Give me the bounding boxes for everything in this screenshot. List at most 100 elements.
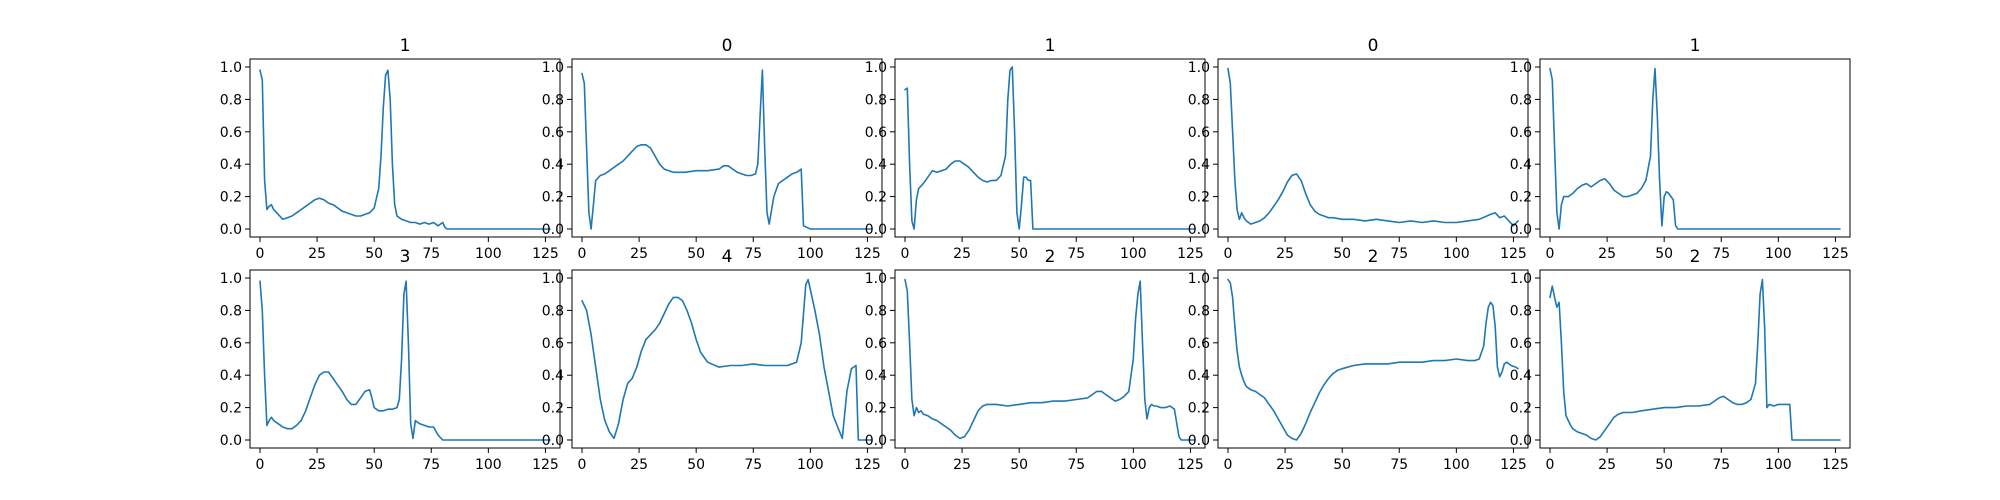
x-tick-label: 125	[1822, 246, 1849, 262]
x-tick-label: 75	[744, 457, 762, 473]
y-tick-label: 0.0	[1188, 433, 1210, 449]
x-tick-label: 50	[1010, 457, 1028, 473]
x-tick-label: 75	[1390, 246, 1408, 262]
series-line	[259, 280, 551, 441]
x-tick-label: 50	[687, 457, 705, 473]
y-tick-label: 0.4	[220, 368, 242, 384]
subplot-2: 1 0 25 50 75 100 125 0.0 0.2 0.4 0.6 0.8 1.0	[865, 36, 1206, 262]
subplot-9: 2 0 25 50 75 100 125 0.0 0.2 0.4 0.6 0.8 1.0	[1510, 247, 1851, 473]
subplot-title: 2	[1368, 247, 1379, 267]
y-tick-label: 0.8	[1188, 303, 1210, 319]
x-tick-label: 75	[422, 457, 440, 473]
x-tick-label: 125	[1822, 457, 1849, 473]
x-tick-label: 75	[1712, 246, 1730, 262]
y-tick-label: 0.8	[542, 303, 564, 319]
y-tick-label: 0.2	[542, 401, 564, 417]
y-tick-label: 0.6	[220, 336, 242, 352]
y-tick-label: 0.0	[542, 433, 564, 449]
x-tick-label: 125	[1500, 246, 1527, 262]
y-tick-label: 0.8	[220, 92, 242, 108]
y-tick-label: 0.2	[542, 190, 564, 206]
y-tick-label: 0.8	[1188, 92, 1210, 108]
x-tick-label: 75	[1067, 457, 1085, 473]
y-tick-label: 0.2	[1188, 190, 1210, 206]
axes-frame	[894, 58, 1206, 238]
y-tick-label: 0.0	[1510, 433, 1532, 449]
x-tick-label: 75	[1712, 457, 1730, 473]
subplot-title: 1	[1690, 36, 1701, 56]
y-tick-label: 0.6	[865, 336, 887, 352]
y-tick-label: 0.6	[542, 125, 564, 141]
y-tick-label: 1.0	[220, 271, 242, 287]
y-tick-label: 0.6	[1510, 336, 1532, 352]
x-tick-label: 50	[1655, 457, 1673, 473]
y-tick-label: 1.0	[865, 271, 887, 287]
subplot-title: 0	[722, 36, 733, 56]
x-tick-label: 100	[475, 246, 502, 262]
y-tick-label: 0.8	[865, 92, 887, 108]
axes-frame	[571, 269, 883, 449]
subplot-title: 4	[722, 247, 733, 267]
x-tick-label: 100	[797, 457, 824, 473]
subplot-title: 2	[1690, 247, 1701, 267]
x-tick-label: 0	[256, 246, 265, 262]
subplot-title: 2	[1045, 247, 1056, 267]
series-line	[581, 69, 873, 230]
x-tick-label: 0	[901, 457, 910, 473]
x-tick-label: 0	[1224, 246, 1233, 262]
x-tick-label: 25	[630, 246, 648, 262]
subplot-title: 0	[1368, 36, 1379, 56]
y-tick-label: 0.4	[1188, 157, 1210, 173]
x-tick-label: 125	[532, 246, 559, 262]
subplot-title: 1	[1045, 36, 1056, 56]
y-tick-label: 0.6	[865, 125, 887, 141]
x-tick-label: 100	[1120, 457, 1147, 473]
y-tick-label: 1.0	[1510, 271, 1532, 287]
y-tick-label: 0.6	[220, 125, 242, 141]
x-tick-label: 125	[532, 457, 559, 473]
x-tick-label: 125	[854, 457, 881, 473]
y-tick-label: 0.0	[220, 222, 242, 238]
y-tick-label: 1.0	[542, 60, 564, 76]
x-tick-label: 100	[1120, 246, 1147, 262]
y-tick-label: 0.4	[1188, 368, 1210, 384]
x-tick-label: 50	[1333, 457, 1351, 473]
series-line	[259, 69, 551, 230]
x-tick-label: 25	[1276, 246, 1294, 262]
subplot-1: 0 0 25 50 75 100 125 0.0 0.2 0.4 0.6 0.8 1.0	[542, 36, 883, 262]
x-tick-label: 0	[901, 246, 910, 262]
y-tick-label: 0.6	[1510, 125, 1532, 141]
x-tick-label: 100	[1765, 246, 1792, 262]
x-tick-label: 0	[1224, 457, 1233, 473]
subplot-3: 0 0 25 50 75 100 125 0.0 0.2 0.4 0.6 0.8 1.0	[1188, 36, 1529, 262]
y-tick-label: 0.4	[542, 368, 564, 384]
y-tick-label: 1.0	[542, 271, 564, 287]
x-tick-label: 0	[578, 457, 587, 473]
x-tick-label: 25	[308, 457, 326, 473]
x-tick-label: 100	[475, 457, 502, 473]
subplot-7: 2 0 25 50 75 100 125 0.0 0.2 0.4 0.6 0.8 1.0	[865, 247, 1206, 473]
x-tick-label: 100	[1443, 246, 1470, 262]
subplot-8: 2 0 25 50 75 100 125 0.0 0.2 0.4 0.6 0.8 1.0	[1188, 247, 1529, 473]
x-tick-label: 25	[630, 457, 648, 473]
subplot-title: 1	[400, 36, 411, 56]
y-tick-label: 0.4	[220, 157, 242, 173]
y-tick-label: 0.6	[1188, 125, 1210, 141]
x-tick-label: 0	[578, 246, 587, 262]
x-tick-label: 125	[854, 246, 881, 262]
y-tick-label: 0.2	[865, 190, 887, 206]
y-tick-label: 0.8	[865, 303, 887, 319]
series-line	[904, 278, 1196, 441]
y-tick-label: 1.0	[1188, 60, 1210, 76]
x-tick-label: 125	[1500, 457, 1527, 473]
y-tick-label: 1.0	[1188, 271, 1210, 287]
x-tick-label: 125	[1177, 457, 1204, 473]
series-line	[904, 66, 1196, 230]
x-tick-label: 125	[1177, 246, 1204, 262]
x-tick-label: 100	[1765, 457, 1792, 473]
y-tick-label: 1.0	[865, 60, 887, 76]
x-tick-label: 100	[1443, 457, 1470, 473]
y-tick-label: 0.4	[865, 368, 887, 384]
subplot-6: 4 0 25 50 75 100 125 0.0 0.2 0.4 0.6 0.8 1.0	[542, 247, 883, 473]
y-tick-label: 0.8	[542, 92, 564, 108]
